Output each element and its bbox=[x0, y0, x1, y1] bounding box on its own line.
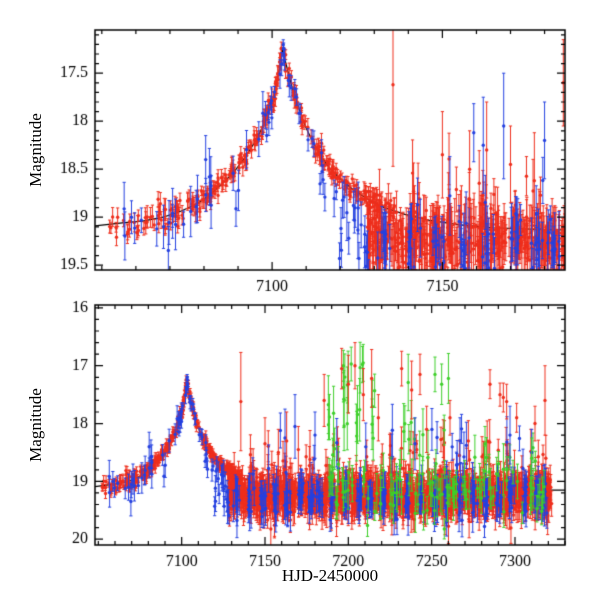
x-axis-title: HJD-2450000 bbox=[281, 566, 379, 585]
y-axis-title-top: Magnitude bbox=[26, 113, 45, 187]
y-axis-title-bottom: Magnitude bbox=[26, 388, 45, 462]
